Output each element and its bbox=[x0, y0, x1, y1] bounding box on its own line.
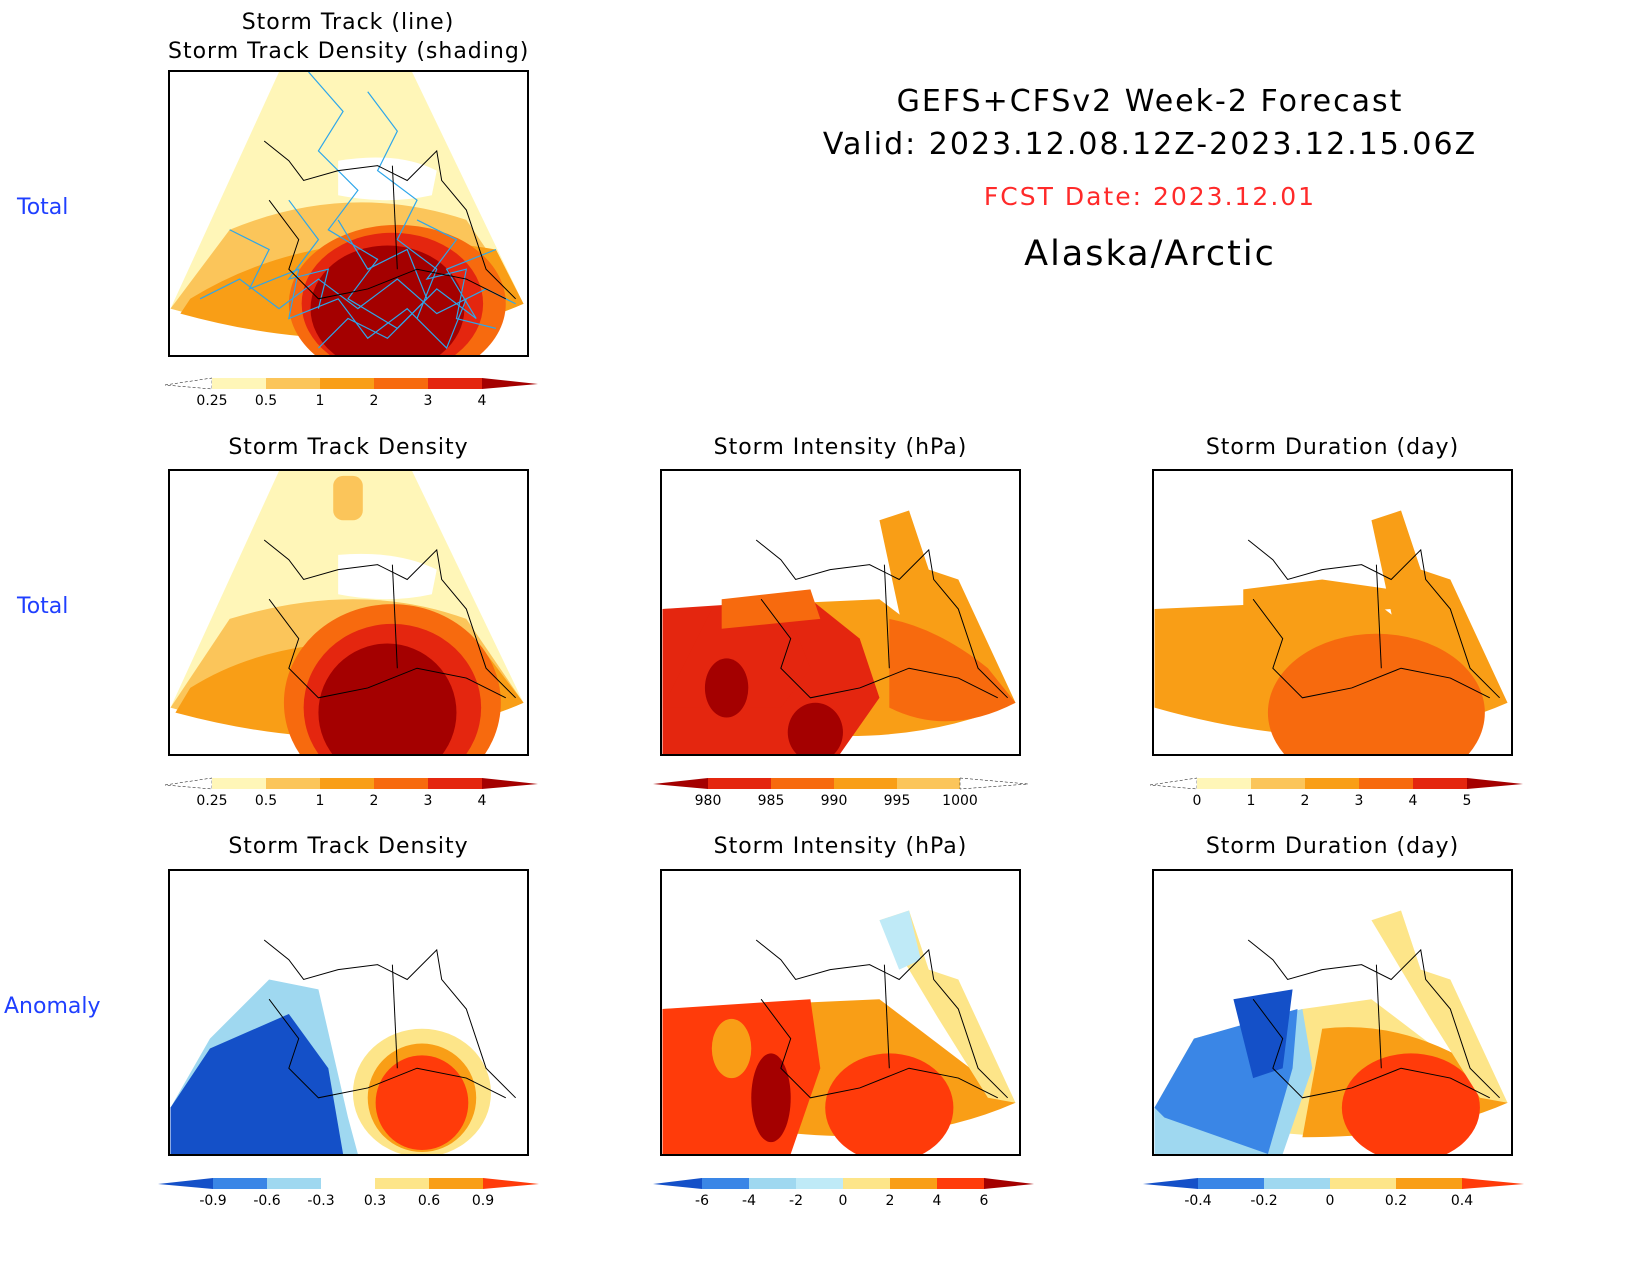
duration-anom-map bbox=[1152, 869, 1513, 1156]
top-tick-1: 0.25 bbox=[196, 393, 227, 409]
colorbar-duration-anom: -0.4 -0.2 0 0.2 0.4 bbox=[1143, 1178, 1524, 1209]
intensity-total-map bbox=[660, 469, 1021, 756]
top-panel-title-line2: Storm Track Density (shading) bbox=[168, 39, 530, 64]
region-name: Alaska/Arctic bbox=[1024, 234, 1276, 274]
intensity-tick-3: 990 bbox=[821, 793, 848, 809]
intensity-tick-2: 985 bbox=[758, 793, 785, 809]
colorbar-duration-total: 0 1 2 3 4 5 bbox=[1149, 777, 1523, 809]
density-tick-2: 0.5 bbox=[255, 793, 277, 809]
svg-text:-4: -4 bbox=[742, 1193, 756, 1209]
svg-text:0.6: 0.6 bbox=[418, 1193, 440, 1209]
duration-anom-title: Storm Duration (day) bbox=[1205, 834, 1460, 859]
coastline-top bbox=[263, 140, 516, 300]
svg-text:0.2: 0.2 bbox=[1385, 1193, 1407, 1209]
svg-text:2: 2 bbox=[1301, 793, 1310, 809]
colorbar-density-anom: -0.9 -0.6 -0.3 0.3 0.6 0.9 bbox=[158, 1178, 539, 1209]
top-tick-5: 3 bbox=[424, 393, 433, 409]
intensity-anom-map bbox=[660, 869, 1021, 1156]
density-zero-area bbox=[338, 157, 437, 201]
svg-text:0.3: 0.3 bbox=[364, 1193, 386, 1209]
colorbar-top-boxes bbox=[164, 377, 538, 390]
colorbar-intensity-total: 980 985 990 995 1000 bbox=[653, 777, 1029, 809]
storm-track-svg bbox=[170, 72, 524, 355]
density-anom-title: Storm Track Density bbox=[228, 834, 469, 859]
svg-text:0.4: 0.4 bbox=[1451, 1193, 1473, 1209]
intensity-tick-1: 980 bbox=[695, 793, 722, 809]
svg-text:0: 0 bbox=[839, 1193, 848, 1209]
svg-text:0: 0 bbox=[1193, 793, 1202, 809]
svg-text:4: 4 bbox=[933, 1193, 942, 1209]
colorbar-density-total: 0.25 0.5 1 2 3 4 bbox=[164, 777, 538, 809]
storm-track-map bbox=[168, 70, 529, 357]
density-tick-3: 1 bbox=[316, 793, 325, 809]
svg-text:-0.6: -0.6 bbox=[253, 1193, 280, 1209]
svg-text:0.9: 0.9 bbox=[472, 1193, 494, 1209]
intensity-tick-4: 995 bbox=[884, 793, 911, 809]
density-tick-5: 3 bbox=[424, 793, 433, 809]
valid-period: Valid: 2023.12.08.12Z-2023.12.15.06Z bbox=[822, 127, 1478, 162]
row-label-total-2: Total bbox=[17, 594, 69, 619]
intensity-tick-5: 1000 bbox=[942, 793, 978, 809]
top-tick-2: 0.5 bbox=[255, 393, 277, 409]
top-tick-4: 2 bbox=[370, 393, 379, 409]
svg-text:-0.2: -0.2 bbox=[1250, 1193, 1277, 1209]
density-tick-4: 2 bbox=[370, 793, 379, 809]
svg-text:1: 1 bbox=[1247, 793, 1256, 809]
row-label-total-1: Total bbox=[17, 195, 69, 220]
colorbar-intensity-anom: -6 -4 -2 0 2 4 6 bbox=[653, 1178, 1034, 1209]
density-total-map bbox=[168, 469, 529, 756]
svg-text:6: 6 bbox=[980, 1193, 989, 1209]
duration-total-title: Storm Duration (day) bbox=[1205, 435, 1460, 460]
top-tick-3: 1 bbox=[316, 393, 325, 409]
svg-text:4: 4 bbox=[1409, 793, 1418, 809]
svg-text:-0.3: -0.3 bbox=[307, 1193, 334, 1209]
svg-text:-0.9: -0.9 bbox=[199, 1193, 226, 1209]
top-tick-6: 4 bbox=[478, 393, 487, 409]
density-tick-1: 0.25 bbox=[196, 793, 227, 809]
svg-text:0: 0 bbox=[1326, 1193, 1335, 1209]
svg-text:-2: -2 bbox=[789, 1193, 803, 1209]
top-panel-title-line1: Storm Track (line) bbox=[241, 10, 455, 35]
colorbar-top-ticks: 0.25 0.5 1 2 3 4 bbox=[196, 393, 486, 409]
svg-text:5: 5 bbox=[1463, 793, 1472, 809]
svg-text:2: 2 bbox=[886, 1193, 895, 1209]
density-anom-map bbox=[168, 869, 529, 1156]
svg-text:-0.4: -0.4 bbox=[1184, 1193, 1211, 1209]
intensity-total-title: Storm Intensity (hPa) bbox=[713, 435, 968, 460]
intensity-anom-title: Storm Intensity (hPa) bbox=[713, 834, 968, 859]
storm-track-lines bbox=[199, 72, 516, 350]
density-total-title: Storm Track Density bbox=[228, 435, 469, 460]
colorbar-top: 0.25 0.5 1 2 3 4 bbox=[164, 377, 538, 409]
forecast-title: GEFS+CFSv2 Week-2 Forecast bbox=[896, 84, 1404, 119]
row-label-anomaly: Anomaly bbox=[4, 994, 101, 1019]
density-total-svg bbox=[170, 471, 524, 754]
duration-total-map bbox=[1152, 469, 1513, 756]
density-tick-6: 4 bbox=[478, 793, 487, 809]
svg-text:3: 3 bbox=[1355, 793, 1364, 809]
fcst-date: FCST Date: 2023.12.01 bbox=[983, 182, 1317, 211]
svg-text:-6: -6 bbox=[695, 1193, 709, 1209]
